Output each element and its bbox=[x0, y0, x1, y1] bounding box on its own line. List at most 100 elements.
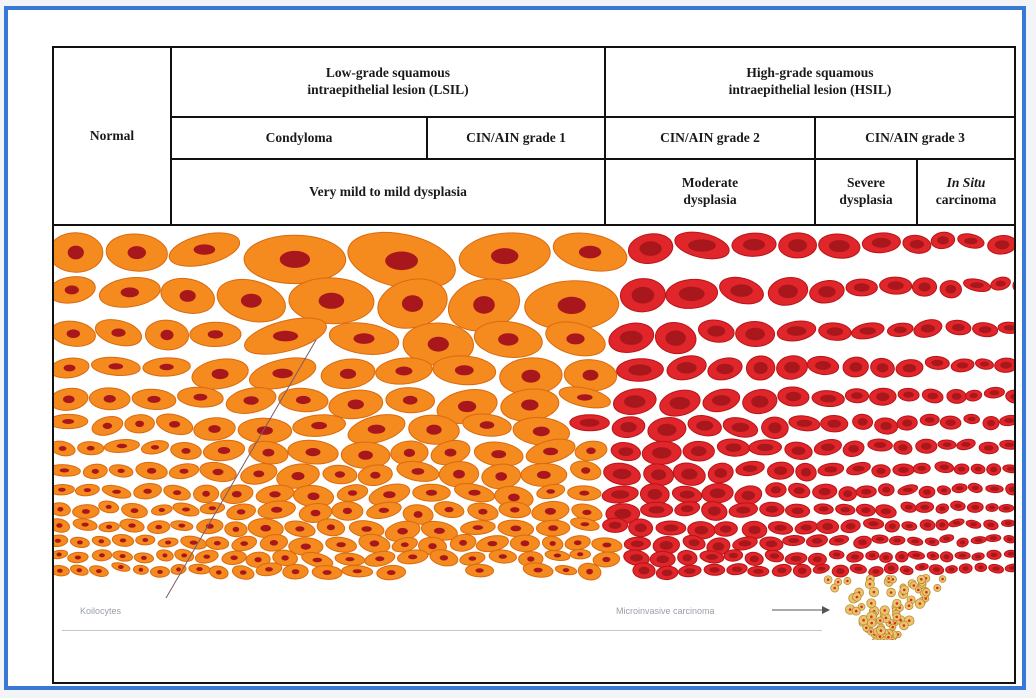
cell-nucleus bbox=[902, 487, 913, 492]
cell-nucleus bbox=[240, 293, 262, 308]
cell-nucleus bbox=[370, 471, 381, 479]
cell-nucleus bbox=[634, 523, 647, 533]
cin3-label: CIN/AIN grade 3 bbox=[865, 129, 965, 145]
cell-nucleus bbox=[127, 246, 146, 260]
cell-nucleus bbox=[987, 522, 995, 528]
cell-nucleus bbox=[347, 490, 358, 496]
hsil-label: High-grade squamous intraepithelial lesi… bbox=[728, 65, 892, 97]
cell-layer-graphic bbox=[54, 231, 1014, 640]
invasive-cell-nucleus bbox=[862, 618, 865, 622]
cell-nucleus bbox=[923, 522, 932, 528]
cell-nucleus bbox=[681, 468, 698, 480]
cell-nucleus bbox=[310, 509, 321, 517]
invasive-cell-nucleus bbox=[891, 625, 895, 629]
cell-nucleus bbox=[444, 448, 457, 457]
cell-nucleus bbox=[549, 541, 556, 546]
cell-nucleus bbox=[975, 554, 982, 559]
invasive-cell-nucleus bbox=[887, 635, 890, 639]
invasive-cell-nucleus bbox=[941, 577, 944, 581]
cell-nucleus bbox=[791, 507, 804, 515]
cell-nucleus bbox=[659, 541, 673, 550]
microinvasive-pointer-arrowhead bbox=[822, 606, 830, 614]
cell-nucleus bbox=[495, 472, 508, 481]
cell-nucleus bbox=[120, 287, 139, 298]
cell-nucleus bbox=[969, 522, 978, 527]
cell-nucleus bbox=[240, 541, 248, 546]
cell-nucleus bbox=[705, 554, 718, 560]
cell-nucleus bbox=[521, 399, 539, 411]
cell-nucleus bbox=[401, 295, 424, 312]
cell-nucleus bbox=[920, 324, 936, 333]
invasive-cell-nucleus bbox=[907, 619, 911, 622]
cell-nucleus bbox=[921, 442, 932, 450]
cell-nucleus bbox=[57, 568, 63, 573]
cell-nucleus bbox=[696, 420, 714, 431]
cell-nucleus bbox=[820, 394, 837, 403]
cell-nucleus bbox=[586, 568, 593, 575]
cell-nucleus bbox=[400, 542, 409, 547]
cell-nucleus bbox=[553, 553, 562, 558]
cell-nucleus bbox=[281, 555, 289, 561]
cell-nucleus bbox=[468, 489, 481, 496]
cell-nucleus bbox=[872, 569, 880, 574]
invasive-cell-nucleus bbox=[869, 630, 873, 633]
cell-nucleus bbox=[962, 566, 969, 571]
cell-nucleus bbox=[582, 509, 592, 516]
cell-nucleus bbox=[510, 525, 522, 532]
cell-nucleus bbox=[688, 539, 700, 546]
dysplasia-figure: Normal Low-grade squamous intraepithelia… bbox=[52, 46, 1016, 684]
cell-nucleus bbox=[974, 538, 983, 543]
cell-nucleus bbox=[898, 554, 905, 560]
cell-nucleus bbox=[216, 570, 222, 575]
cell-nucleus bbox=[815, 361, 831, 370]
cell-nucleus bbox=[957, 466, 966, 472]
cell-nucleus bbox=[580, 522, 590, 527]
cell-nucleus bbox=[478, 508, 488, 515]
cell-nucleus bbox=[817, 566, 826, 571]
cell-nucleus bbox=[81, 522, 89, 527]
cell-nucleus bbox=[155, 524, 162, 530]
cell-nucleus bbox=[940, 488, 948, 493]
cell-nucleus bbox=[902, 419, 913, 427]
cell-nucleus bbox=[581, 467, 591, 474]
cell-nucleus bbox=[970, 282, 984, 289]
cell-nucleus bbox=[1010, 393, 1014, 400]
invasive-cell-nucleus bbox=[909, 598, 913, 602]
cell-nucleus bbox=[291, 472, 305, 481]
cell-nucleus bbox=[904, 504, 913, 510]
cell-nucleus bbox=[964, 237, 978, 245]
cell-nucleus bbox=[147, 395, 161, 403]
in-situ-carcinoma-header: In Situ carcinoma bbox=[918, 160, 1014, 226]
invasive-cell-nucleus bbox=[884, 616, 888, 620]
cell-nucleus bbox=[295, 526, 305, 532]
cell-nucleus bbox=[887, 281, 904, 290]
cell-nucleus bbox=[745, 327, 765, 341]
cell-nucleus bbox=[181, 448, 191, 454]
invasive-cell-nucleus bbox=[879, 629, 883, 632]
figure-frame: Normal Low-grade squamous intraepithelia… bbox=[4, 6, 1026, 690]
cell-nucleus bbox=[952, 520, 961, 525]
cell-nucleus bbox=[300, 543, 311, 550]
cell-nucleus bbox=[818, 286, 836, 298]
cell-nucleus bbox=[57, 507, 64, 512]
cell-nucleus bbox=[822, 523, 834, 530]
cell-nucleus bbox=[63, 364, 76, 372]
cell-nucleus bbox=[108, 363, 124, 370]
cell-nucleus bbox=[279, 250, 311, 268]
cell-nucleus bbox=[1008, 486, 1014, 492]
invasive-cell-nucleus bbox=[878, 635, 882, 639]
cell-nucleus bbox=[974, 466, 982, 472]
cell-nucleus bbox=[91, 468, 99, 474]
cell-nucleus bbox=[162, 553, 168, 558]
cell-nucleus bbox=[295, 395, 311, 405]
cell-nucleus bbox=[566, 333, 585, 345]
cell-nucleus bbox=[269, 540, 278, 546]
cell-nucleus bbox=[954, 503, 962, 508]
cell-nucleus bbox=[990, 552, 998, 557]
cell-nucleus bbox=[358, 450, 373, 460]
cell-nucleus bbox=[119, 538, 127, 543]
cell-nucleus bbox=[971, 485, 979, 491]
cell-nucleus bbox=[903, 568, 910, 573]
cell-nucleus bbox=[765, 540, 778, 548]
severe-dysplasia-label: Severe dysplasia bbox=[839, 175, 893, 207]
